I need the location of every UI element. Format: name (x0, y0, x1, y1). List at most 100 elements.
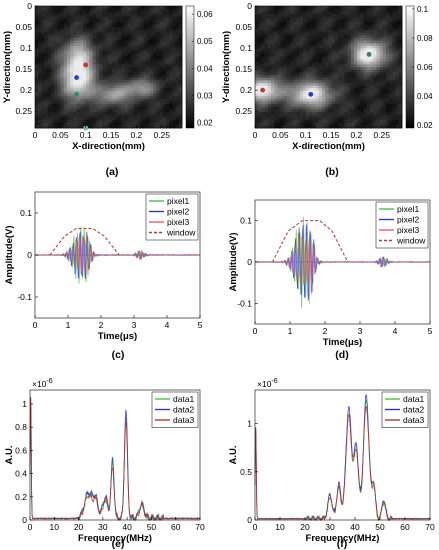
heatmap-cell (270, 112, 275, 116)
heatmap-cell (376, 82, 381, 86)
heatmap-cell (322, 112, 326, 116)
heatmap-cell (38, 8, 42, 12)
heatmap-cell (156, 101, 161, 105)
heatmap-cell (347, 106, 352, 110)
heatmap-cell (63, 8, 68, 12)
heatmap-cell (267, 82, 272, 86)
heatmap-cell (134, 8, 138, 12)
heatmap-cell (50, 109, 55, 113)
heatmap-cell (79, 77, 84, 81)
heatmap-cell (89, 109, 93, 113)
heatmap-cell (44, 27, 49, 31)
heatmap-cell (379, 109, 384, 113)
heatmap-cell (328, 19, 333, 23)
heatmap-cell (293, 61, 297, 65)
heatmap-cell (175, 64, 180, 68)
heatmap-cell (395, 69, 400, 73)
heatmap-cell (172, 24, 177, 28)
heatmap-cell (156, 90, 161, 94)
heatmap-cell (395, 19, 400, 23)
heatmap-cell (280, 59, 285, 63)
heatmap-cell (98, 61, 103, 65)
heatmap-cell (102, 56, 106, 60)
heatmap-cell (35, 21, 39, 25)
heatmap-cell (140, 24, 145, 28)
heatmap-cell (76, 59, 81, 63)
heatmap-cell (290, 93, 294, 97)
heatmap-cell (344, 106, 349, 110)
heatmap-cell (159, 21, 164, 25)
heatmap-cell (357, 93, 361, 97)
heatmap-cell (331, 80, 336, 84)
heatmap-cell (105, 16, 109, 20)
heatmap-cell (102, 59, 106, 63)
heatmap-cell (162, 77, 167, 81)
heatmap-cell (98, 32, 103, 36)
heatmap-cell (66, 90, 71, 94)
heatmap-cell (376, 101, 381, 105)
heatmap-cell (146, 8, 151, 12)
heatmap-cell (44, 74, 49, 79)
y-tick-label: 0.6 (15, 445, 27, 455)
heatmap-cell (121, 56, 125, 60)
heatmap-cell (89, 61, 93, 65)
heatmap-cell (318, 32, 323, 36)
heatmap-cell (150, 122, 154, 126)
heatmap-cell (354, 24, 358, 28)
heatmap-cell (153, 24, 157, 28)
heatmap-cell (347, 11, 352, 15)
heatmap-cell (73, 8, 77, 12)
heatmap-cell (296, 82, 301, 86)
heatmap-cell (159, 32, 164, 36)
heatmap-cell (322, 24, 326, 28)
heatmap-cell (395, 112, 400, 116)
heatmap-cell (341, 69, 345, 73)
heatmap-cell (178, 6, 183, 10)
heatmap-cell (92, 101, 97, 105)
heatmap-cell (143, 82, 148, 86)
heatmap-cell (95, 117, 100, 121)
heatmap-cell (392, 29, 397, 33)
heatmap-cell (98, 96, 103, 100)
heatmap-cell (386, 90, 390, 94)
heatmap-cell (153, 11, 157, 15)
heatmap-cell (290, 16, 294, 20)
heatmap-cell (376, 67, 381, 71)
heatmap-cell (350, 32, 355, 36)
heatmap-cell (102, 93, 106, 97)
heatmap-cell (363, 21, 368, 25)
heatmap-cell (153, 104, 157, 108)
heatmap-cell (347, 21, 352, 25)
heatmap-cell (258, 51, 262, 55)
heatmap-cell (376, 69, 381, 73)
heatmap-cell (328, 82, 333, 86)
heatmap-cell (286, 109, 291, 113)
heatmap-cell (70, 104, 74, 108)
y-tick-label: -0.1 (17, 292, 32, 302)
heatmap-cell (334, 29, 339, 33)
heatmap-cell (143, 19, 148, 23)
heatmap-cell (322, 72, 326, 76)
heatmap-cell (114, 117, 119, 121)
heatmap-cell (38, 11, 42, 15)
heatmap-cell (370, 90, 374, 94)
legend-label: pixel1 (167, 196, 189, 206)
heatmap-cell (143, 21, 148, 25)
heatmap-cell (73, 80, 77, 84)
heatmap-cell (395, 104, 400, 108)
heatmap-cell (261, 104, 265, 108)
heatmap-cell (318, 45, 323, 49)
heatmap-cell (296, 90, 301, 94)
heatmap-cell (70, 64, 74, 68)
heatmap-cell (134, 21, 138, 25)
heatmap-cell (386, 109, 390, 113)
heatmap-cell (156, 32, 161, 36)
heatmap-cell (379, 48, 384, 52)
heatmap-cell (373, 32, 377, 36)
heatmap-cell (382, 93, 387, 97)
pixel-marker (260, 87, 266, 93)
heatmap-cell (344, 85, 349, 89)
heatmap-cell (134, 77, 138, 81)
heatmap-cell (118, 21, 122, 25)
heatmap-cell (137, 16, 141, 20)
